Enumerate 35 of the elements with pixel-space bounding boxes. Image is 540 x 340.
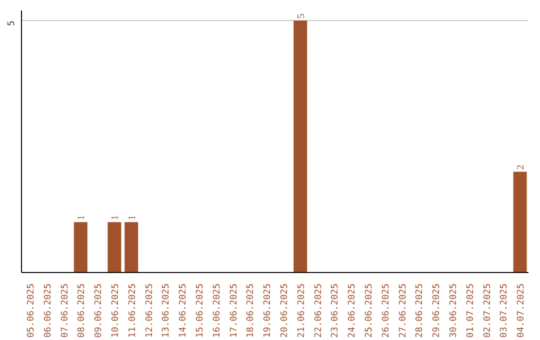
x-tick-label: 20.06.2025 [280, 283, 290, 338]
x-tick-label: 13.06.2025 [162, 283, 172, 338]
data-label: 2 [516, 164, 527, 170]
data-label: 1 [110, 215, 121, 220]
data-label: 1 [126, 215, 138, 220]
x-tick-label: 28.06.2025 [415, 283, 426, 338]
x-tick-label: 10.06.2025 [110, 283, 121, 338]
x-tick-label: 02.07.2025 [482, 283, 493, 338]
x-tick-label: 08.06.2025 [77, 283, 88, 338]
x-tick-label: 23.06.2025 [330, 283, 341, 338]
data-label: 5 [296, 14, 307, 19]
x-tick-label: 09.06.2025 [94, 283, 104, 338]
x-tick-label: 14.06.2025 [178, 283, 189, 338]
x-tick-label: 19.06.2025 [263, 283, 274, 338]
x-tick-label: 25.06.2025 [364, 283, 374, 338]
x-tick-label: 04.07.2025 [516, 283, 527, 338]
data-label: 1 [76, 215, 88, 220]
x-tick-label: 16.06.2025 [212, 283, 222, 338]
x-tick-label: 17.06.2025 [229, 283, 240, 338]
x-tick-label: 30.06.2025 [448, 283, 459, 338]
x-tick-label: 12.06.2025 [144, 283, 155, 338]
x-tick-label: 03.07.2025 [500, 283, 510, 338]
x-tick-label: 22.06.2025 [314, 283, 324, 338]
x-tick-label: 24.06.2025 [348, 283, 358, 338]
x-tick-label: 27.06.2025 [398, 283, 408, 338]
x-tick-label: 21.06.2025 [296, 283, 307, 338]
x-tick-label: 26.06.2025 [381, 283, 392, 338]
x-tick-label: 05.06.2025 [26, 283, 36, 338]
x-tick-label: 11.06.2025 [128, 283, 138, 338]
x-tick-label: 18.06.2025 [246, 283, 256, 338]
x-tick-label: 29.06.2025 [432, 283, 442, 338]
x-tick-label: 01.07.2025 [466, 283, 476, 338]
x-tick-label: 06.06.2025 [43, 283, 54, 338]
x-tick-label: 07.06.2025 [60, 283, 70, 338]
x-tick-label: 15.06.2025 [195, 283, 206, 338]
